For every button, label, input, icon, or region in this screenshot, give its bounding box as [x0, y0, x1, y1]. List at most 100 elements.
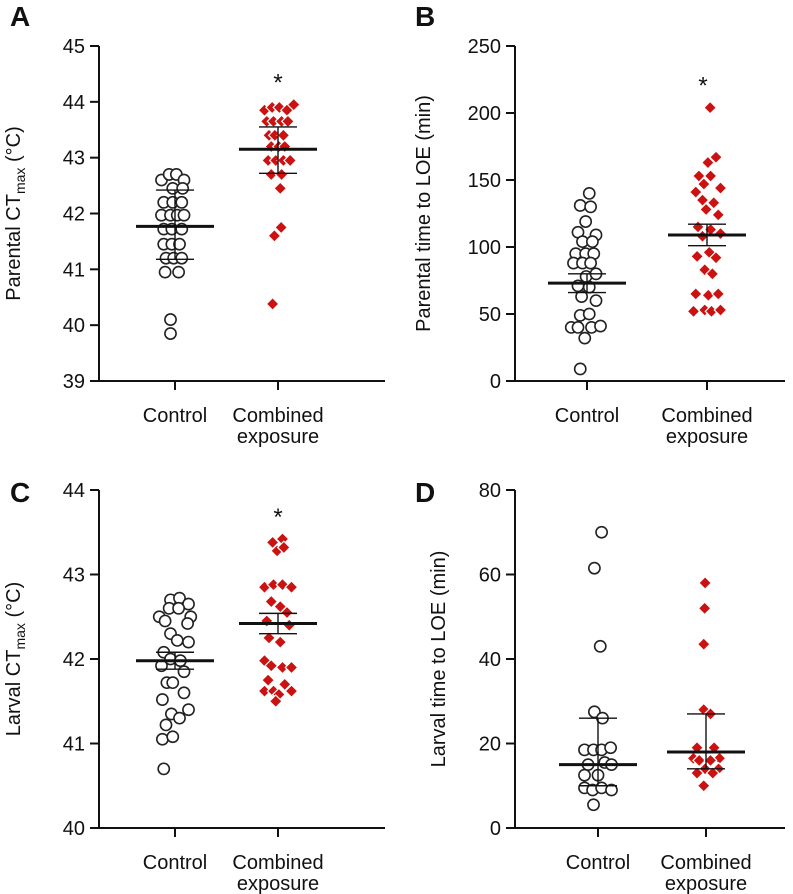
y-axis-label-unit: (°C)	[3, 126, 25, 167]
control-data-point	[579, 215, 593, 228]
series-control	[548, 186, 626, 376]
x-tick-label-line: Combined	[232, 405, 323, 427]
x-tick-label-line: exposure	[237, 426, 319, 448]
y-tick-label: 100	[468, 237, 501, 259]
x-tick-label-line: exposure	[666, 426, 748, 448]
combined-data-point	[259, 613, 274, 629]
significance-asterisk: *	[698, 73, 707, 100]
control-data-point	[182, 703, 195, 717]
y-tick-label: 250	[468, 36, 501, 58]
y-tick-label: 43	[63, 565, 85, 587]
control-data-point	[158, 614, 172, 628]
y-tick-label: 41	[63, 259, 85, 281]
x-tick-label-line: Combined	[232, 852, 323, 874]
control-data-point	[578, 331, 592, 345]
y-tick-label: 60	[479, 565, 501, 587]
combined-data-point	[708, 150, 724, 165]
x-tick-label-line: Control	[143, 852, 207, 874]
control-data-point	[604, 741, 617, 755]
combined-data-point	[284, 580, 299, 595]
control-data-point	[172, 601, 185, 615]
control-data-point	[578, 768, 591, 782]
y-tick-label: 42	[63, 204, 85, 226]
y-axis-label-main: Parental time to LOE (min)	[413, 95, 435, 332]
combined-data-point	[264, 658, 279, 673]
y-tick-label: 43	[63, 148, 85, 170]
combined-data-point	[690, 249, 705, 264]
control-data-point	[177, 686, 191, 700]
x-tick-label: Control	[555, 405, 619, 427]
control-data-point	[181, 617, 194, 630]
control-data-point	[177, 665, 191, 679]
combined-data-point	[277, 677, 292, 692]
combined-data-point	[705, 266, 720, 281]
series-control	[559, 525, 637, 812]
control-data-point	[173, 237, 186, 251]
x-tick-label-line: Control	[555, 405, 619, 427]
y-axis-label: Larval CTmax (°C)	[3, 582, 28, 736]
combined-data-point	[696, 778, 711, 793]
combined-data-point	[284, 660, 299, 675]
x-tick-label-line: Combined	[660, 852, 751, 874]
series-control	[136, 168, 214, 340]
y-tick-label: 40	[479, 649, 501, 671]
control-data-point	[157, 762, 171, 776]
combined-data-point	[261, 673, 276, 688]
y-axis-label-subscript: max	[12, 168, 28, 194]
series-combined-exposure	[668, 100, 746, 319]
combined-data-point	[686, 304, 701, 319]
control-data-point	[182, 635, 195, 649]
y-tick-label: 44	[63, 480, 85, 502]
y-axis-label-subscript: max	[12, 623, 28, 649]
y-axis-label-unit: (°C)	[3, 582, 25, 623]
significance-asterisk: *	[273, 504, 282, 531]
control-data-point	[595, 525, 608, 539]
y-tick-label: 50	[479, 304, 501, 326]
combined-data-point	[688, 286, 703, 301]
combined-data-point	[697, 601, 712, 616]
control-data-point	[155, 732, 169, 746]
y-tick-label: 45	[63, 36, 85, 58]
combined-data-point	[284, 684, 299, 699]
x-tick-label-line: Control	[143, 405, 207, 427]
combined-data-point	[274, 167, 289, 182]
combined-data-point	[261, 630, 277, 645]
control-data-point	[586, 235, 599, 249]
combined-data-point	[273, 635, 288, 650]
panel-label: D	[415, 477, 435, 508]
combined-data-point	[707, 740, 722, 755]
control-data-point	[573, 199, 587, 212]
y-tick-label: 200	[468, 103, 501, 125]
series-combined-exposure	[667, 575, 745, 793]
combined-data-point	[689, 766, 705, 781]
y-tick-label: 41	[63, 734, 85, 756]
combined-data-point	[692, 753, 707, 768]
combined-data-point	[713, 302, 728, 318]
combined-data-point	[696, 637, 711, 652]
combined-data-point	[264, 594, 279, 609]
control-data-point	[176, 181, 190, 195]
combined-data-point	[711, 286, 726, 301]
x-tick-label-line: exposure	[665, 873, 747, 894]
panel-c: C 40 41 42 43 44 Control Combined exposure Larval…	[3, 477, 385, 894]
x-tick-label: Control	[143, 405, 207, 427]
control-data-point	[170, 634, 184, 647]
x-tick-label: Control	[566, 852, 630, 874]
y-tick-label: 0	[490, 818, 501, 840]
combined-data-point	[698, 575, 713, 590]
control-data-point	[166, 676, 180, 690]
x-tick-label: Combined exposure	[661, 405, 752, 448]
x-tick-label: Combined exposure	[232, 852, 323, 894]
combined-data-point	[279, 605, 295, 620]
combined-data-point	[264, 167, 279, 182]
x-tick-label-line: Control	[566, 852, 630, 874]
combined-data-point	[696, 176, 711, 192]
combined-data-point	[265, 296, 280, 311]
y-tick-label: 40	[63, 818, 85, 840]
y-tick-label: 80	[479, 480, 501, 502]
y-tick-label: 42	[63, 649, 85, 671]
combined-data-point	[713, 180, 728, 196]
control-data-point	[159, 718, 173, 732]
combined-data-point	[267, 228, 282, 243]
